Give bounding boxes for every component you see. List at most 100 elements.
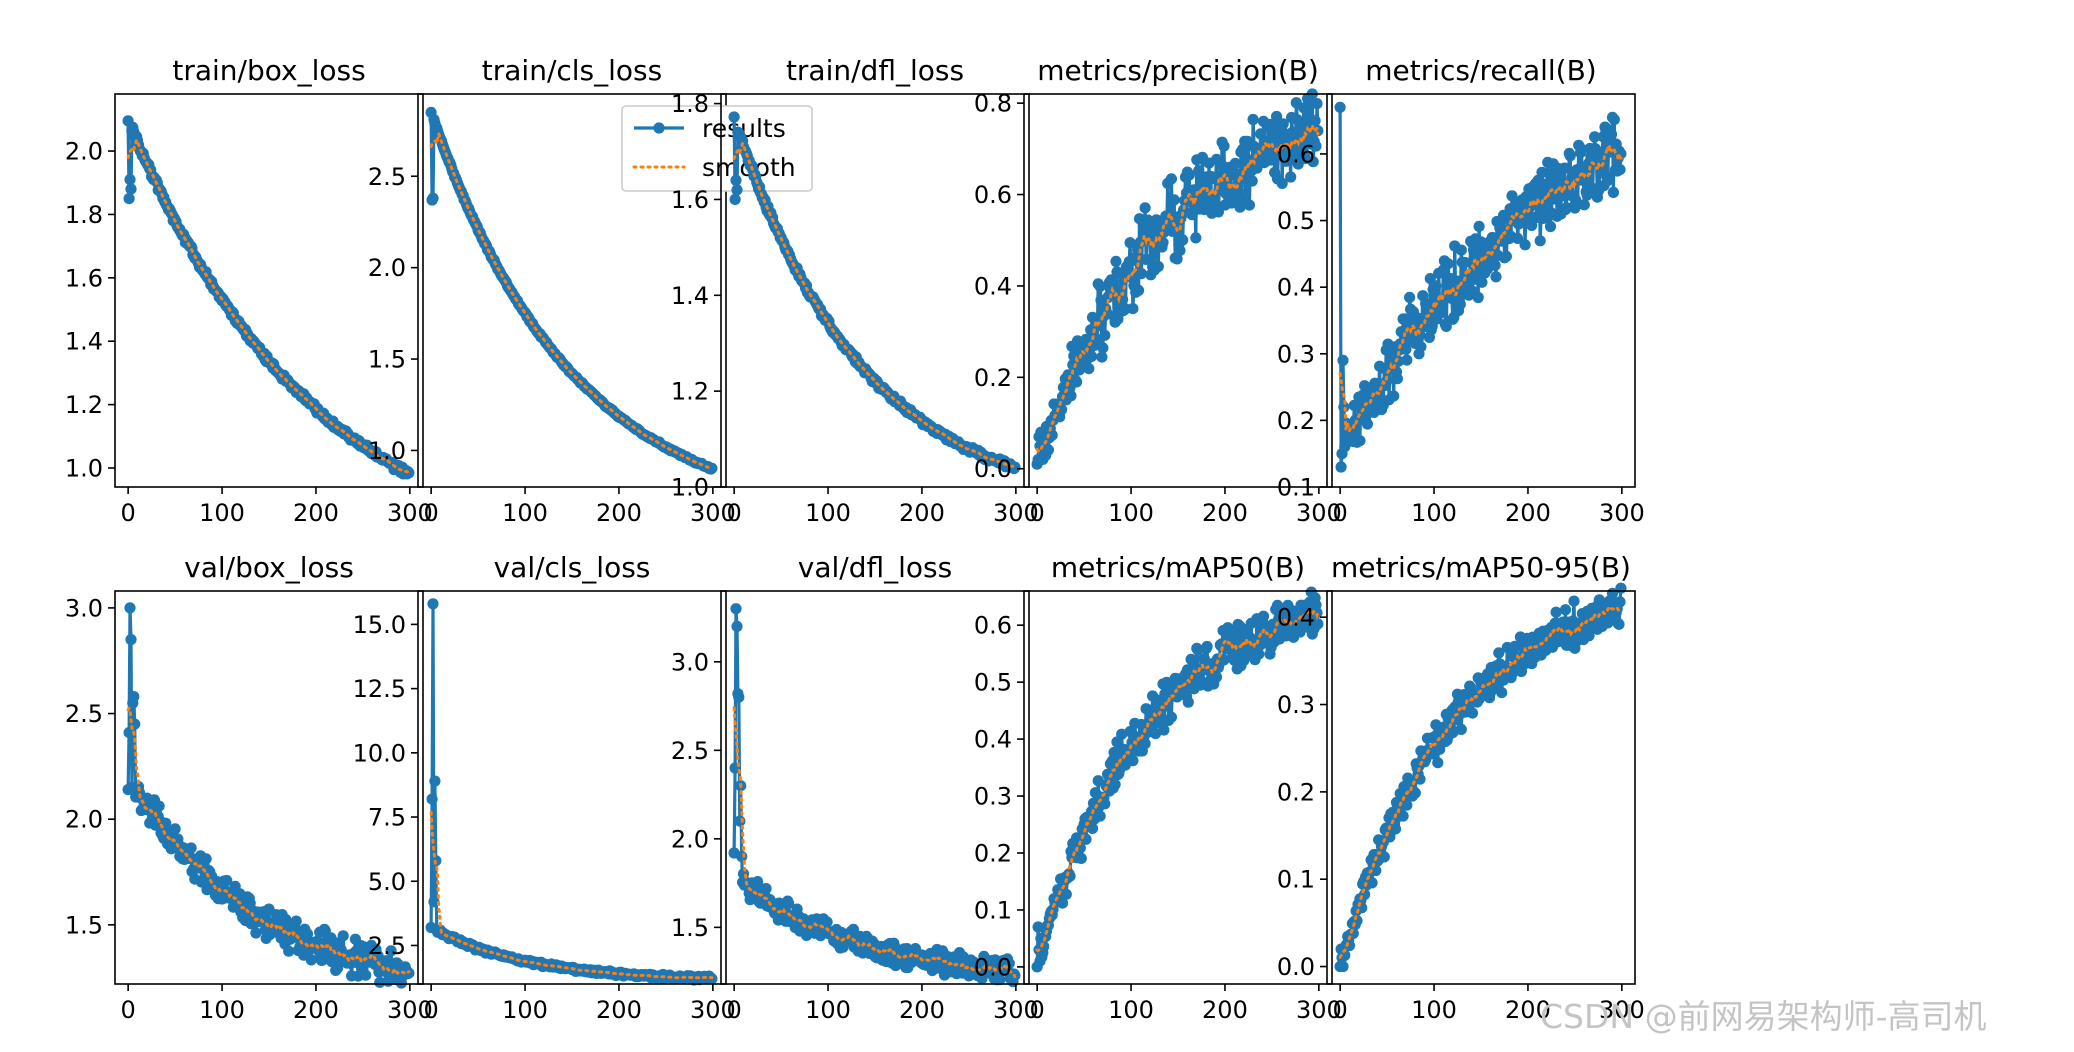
metrics-map50-b-title: metrics/mAP50(B) (1051, 551, 1305, 584)
metrics-map50-95-b-xtick-label: 100 (1411, 996, 1457, 1024)
metrics-precision-b-point (1246, 175, 1258, 187)
metrics-recall-b-ytick-label: 0.4 (1277, 274, 1315, 302)
train-dfl-loss-point (731, 184, 743, 196)
val-dfl-loss-results-line (732, 607, 1017, 984)
metrics-recall-b-point (1404, 291, 1416, 303)
metrics-precision-b-point (1133, 284, 1145, 296)
metrics-precision-b-ytick-label: 0.0 (974, 455, 1012, 483)
legend-results-marker (653, 122, 665, 134)
val-cls-loss-ytick-label: 7.5 (368, 804, 406, 832)
val-cls-loss-ytick-label: 15.0 (353, 611, 406, 639)
metrics-precision-b-point (1183, 169, 1195, 181)
train-dfl-loss-smooth-line (732, 138, 1017, 468)
metrics-map50-b-point (1201, 640, 1213, 653)
metrics-map50-b-ytick-label: 0.6 (974, 612, 1012, 640)
train-box-loss-axes-frame (114, 93, 424, 488)
metrics-recall-b-point (1400, 343, 1412, 355)
metrics-precision-b-point (1083, 363, 1095, 375)
val-box-loss-xtick-label: 100 (199, 996, 245, 1024)
val-cls-loss-xtick-label: 300 (690, 996, 736, 1024)
metrics-precision-b-point (1190, 232, 1202, 244)
metrics-recall-b-point (1388, 390, 1400, 402)
metrics-map50-95-b-point (1455, 723, 1467, 736)
val-cls-loss-axes-frame (417, 590, 727, 985)
val-dfl-loss-xtick-label: 100 (805, 996, 851, 1024)
metrics-map50-b-point (1127, 755, 1139, 767)
val-box-loss-ytick-label: 2.5 (65, 700, 103, 728)
metrics-recall-b-ytick-label: 0.3 (1277, 340, 1315, 368)
val-box-loss-point (283, 945, 295, 957)
metrics-recall-b-point (1608, 114, 1620, 126)
val-dfl-loss-ytick-label: 3.0 (671, 648, 709, 676)
metrics-map50-b-point (1158, 724, 1170, 736)
metrics-precision-b-point (1165, 173, 1177, 185)
train-box-loss-ytick-label: 1.6 (65, 264, 103, 292)
metrics-map50-b-point (1032, 921, 1044, 933)
metrics-map50-b-point (1311, 607, 1323, 619)
val-dfl-loss-point (847, 923, 860, 935)
metrics-recall-b-xtick-label: 200 (1505, 499, 1551, 527)
metrics-precision-b-point (1071, 376, 1083, 388)
metrics-recall-b-ytick-label: 0.1 (1277, 474, 1315, 502)
val-box-loss-point (200, 853, 212, 865)
metrics-map50-b-ytick-label: 0.5 (974, 669, 1012, 697)
val-cls-loss-ytick-label: 2.5 (368, 932, 406, 960)
subplot-val-cls-loss: val/cls_loss 0 100 200 300 2.5 5.0 7.5 10.0 12.5 1… (353, 551, 736, 1024)
metrics-map50-b-point (1108, 746, 1120, 759)
metrics-map50-b-point (1257, 610, 1270, 622)
metrics-map50-b-point (1151, 694, 1163, 706)
metrics-map50-95-b-title: metrics/mAP50-95(B) (1331, 551, 1631, 584)
val-box-loss-smooth-line (126, 704, 411, 976)
metrics-precision-b-point (1307, 156, 1319, 168)
metrics-recall-b-point (1420, 298, 1432, 310)
metrics-precision-b-point (1046, 429, 1058, 441)
val-cls-loss-point (426, 793, 438, 805)
val-dfl-loss-point (976, 973, 988, 985)
metrics-recall-b-xtick-label: 100 (1411, 499, 1457, 527)
metrics-precision-b-point (1152, 260, 1164, 273)
train-cls-loss-ytick-label: 1.5 (368, 346, 406, 374)
metrics-map50-95-b-point (1493, 647, 1505, 659)
metrics-precision-b-point (1177, 234, 1189, 246)
metrics-recall-b-point (1391, 373, 1403, 385)
train-box-loss-ytick-label: 1.4 (65, 328, 103, 356)
metrics-recall-b-results-markers (1334, 101, 1627, 473)
metrics-map50-b-point (1165, 711, 1177, 723)
metrics-precision-b-point (1264, 118, 1276, 130)
metrics-recall-b-point (1489, 259, 1501, 271)
subplot-metrics-map50-95-b: metrics/mAP50-95(B) 0 100 200 300 0.0 0.1 0.2 0.… (1277, 551, 1645, 1024)
metrics-map50-b-ytick-label: 0.4 (974, 726, 1012, 754)
train-box-loss-point (123, 193, 135, 205)
train-cls-loss-title: train/cls_loss (482, 54, 662, 87)
metrics-precision-b-point (1243, 199, 1255, 211)
metrics-map50-b-point (1253, 648, 1265, 660)
val-box-loss-ytick-label: 1.5 (65, 911, 103, 939)
train-box-loss-xtick-label: 0 (121, 499, 136, 527)
val-dfl-loss-smooth-line (732, 706, 1017, 979)
metrics-recall-b-point (1589, 131, 1601, 143)
metrics-map50-95-b-point (1339, 949, 1351, 961)
val-dfl-loss-point (730, 603, 742, 615)
metrics-precision-b-point (1247, 113, 1259, 126)
metrics-recall-b-point (1440, 320, 1452, 332)
metrics-map50-95-b-point (1378, 851, 1390, 863)
metrics-recall-b-xtick-label: 0 (1333, 499, 1348, 527)
train-box-loss-smooth-line (126, 135, 411, 475)
subplot-train-box-loss: train/box_loss 0 100 200 300 1.0 1.2 1.4 1.6 1.8 2… (65, 54, 433, 527)
metrics-recall-b-point (1490, 271, 1502, 283)
metrics-recall-b-ytick-label: 0.5 (1277, 207, 1315, 235)
train-dfl-loss-point (730, 174, 742, 186)
val-dfl-loss-title: val/dfl_loss (798, 551, 952, 584)
metrics-precision-b-point (1218, 140, 1230, 152)
val-cls-loss-xtick-label: 100 (502, 996, 548, 1024)
train-cls-loss-ytick-label: 2.0 (368, 254, 406, 282)
metrics-recall-b-point (1559, 162, 1571, 174)
metrics-map50-b-xtick-label: 100 (1108, 996, 1154, 1024)
val-cls-loss-xtick-label: 0 (424, 996, 439, 1024)
train-box-loss-xtick-label: 100 (199, 499, 245, 527)
metrics-recall-b-point (1337, 354, 1349, 366)
val-dfl-loss-ytick-label: 1.5 (671, 914, 709, 942)
train-box-loss-results-line (126, 120, 411, 476)
metrics-recall-b-point (1605, 128, 1618, 140)
